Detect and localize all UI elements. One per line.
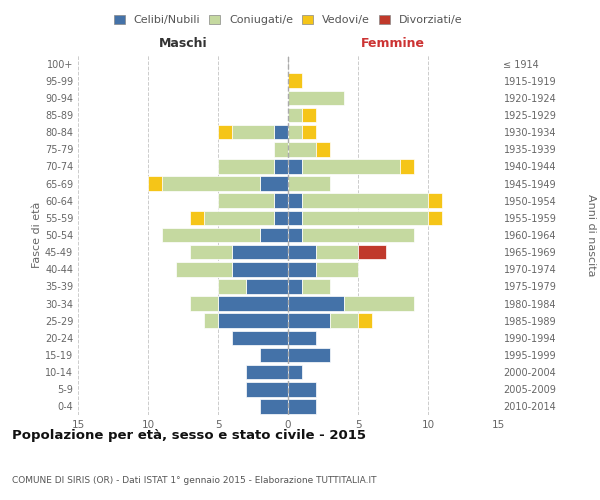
Text: Femmine: Femmine (361, 37, 425, 50)
Bar (288, 348, 330, 362)
Bar (330, 314, 358, 328)
Bar (148, 176, 162, 191)
Bar (176, 262, 232, 276)
Bar (218, 314, 288, 328)
Bar (204, 210, 274, 225)
Bar (162, 228, 260, 242)
Bar (246, 382, 288, 396)
Bar (246, 365, 288, 380)
Bar (218, 296, 288, 311)
Bar (358, 245, 386, 260)
Bar (316, 262, 358, 276)
Bar (358, 314, 372, 328)
Bar (190, 296, 218, 311)
Bar (190, 210, 204, 225)
Text: COMUNE DI SIRIS (OR) - Dati ISTAT 1° gennaio 2015 - Elaborazione TUTTITALIA.IT: COMUNE DI SIRIS (OR) - Dati ISTAT 1° gen… (12, 476, 377, 485)
Text: Popolazione per età, sesso e stato civile - 2015: Popolazione per età, sesso e stato civil… (12, 430, 366, 442)
Bar (232, 245, 288, 260)
Bar (260, 176, 288, 191)
Bar (204, 314, 218, 328)
Bar (288, 296, 344, 311)
Bar (232, 330, 288, 345)
Bar (302, 159, 400, 174)
Bar (288, 194, 302, 208)
Bar (302, 210, 428, 225)
Bar (288, 330, 316, 345)
Bar (274, 142, 288, 156)
Bar (246, 279, 288, 293)
Bar (274, 194, 288, 208)
Bar (190, 245, 232, 260)
Bar (302, 279, 330, 293)
Bar (288, 228, 302, 242)
Bar (232, 262, 288, 276)
Bar (428, 210, 442, 225)
Bar (288, 125, 302, 140)
Bar (302, 194, 428, 208)
Bar (288, 262, 316, 276)
Bar (302, 125, 316, 140)
Bar (274, 159, 288, 174)
Bar (302, 108, 316, 122)
Bar (400, 159, 414, 174)
Bar (288, 159, 302, 174)
Legend: Celibi/Nubili, Coniugati/e, Vedovi/e, Divorziati/e: Celibi/Nubili, Coniugati/e, Vedovi/e, Di… (109, 10, 467, 29)
Bar (218, 159, 274, 174)
Bar (316, 142, 330, 156)
Bar (218, 125, 232, 140)
Bar (232, 125, 274, 140)
Bar (288, 210, 302, 225)
Bar (288, 399, 316, 413)
Text: Anni di nascita: Anni di nascita (586, 194, 596, 276)
Bar (288, 382, 316, 396)
Bar (288, 176, 330, 191)
Bar (288, 279, 302, 293)
Bar (288, 142, 316, 156)
Bar (288, 108, 302, 122)
Bar (428, 194, 442, 208)
Bar (288, 365, 302, 380)
Y-axis label: Fasce di età: Fasce di età (32, 202, 42, 268)
Bar (288, 314, 330, 328)
Bar (288, 245, 316, 260)
Bar (274, 125, 288, 140)
Bar (302, 228, 414, 242)
Text: Maschi: Maschi (158, 37, 208, 50)
Bar (288, 74, 302, 88)
Bar (260, 348, 288, 362)
Bar (316, 245, 358, 260)
Bar (218, 194, 274, 208)
Bar (274, 210, 288, 225)
Bar (260, 399, 288, 413)
Bar (260, 228, 288, 242)
Bar (288, 90, 344, 105)
Bar (162, 176, 260, 191)
Bar (344, 296, 414, 311)
Bar (218, 279, 246, 293)
